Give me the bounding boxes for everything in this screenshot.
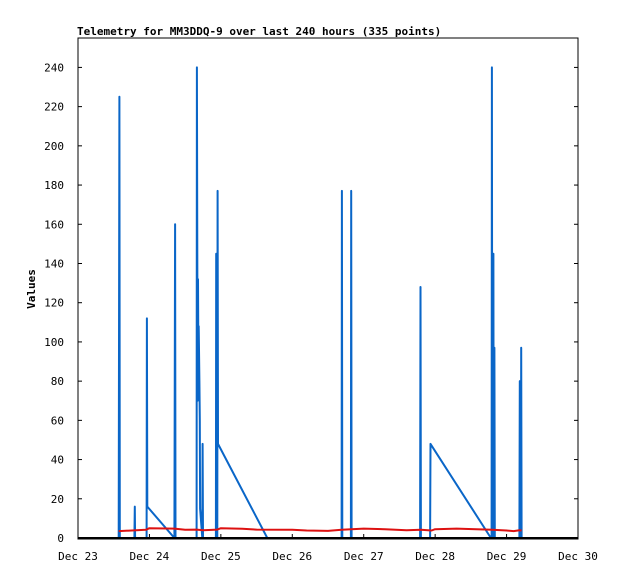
x-tick-label: Dec 28 — [415, 550, 455, 563]
x-tick-label: Dec 27 — [344, 550, 384, 563]
x-tick-label: Dec 29 — [487, 550, 527, 563]
series-line-red — [118, 527, 522, 533]
y-tick-label: 140 — [44, 257, 64, 270]
y-tick-label: 0 — [57, 532, 64, 545]
x-tick-label: Dec 24 — [130, 550, 170, 563]
series-line-blue — [117, 66, 523, 539]
y-axis-ticks: 0 20 40 60 80 100 120 140 160 180 200 220 240 — [44, 61, 578, 545]
series-layer — [117, 66, 523, 539]
x-tick-label: Dec 26 — [272, 550, 312, 563]
chart-title: Telemetry for MM3DDQ-9 over last 240 hou… — [77, 25, 441, 38]
y-tick-label: 220 — [44, 101, 64, 114]
x-axis-ticks: Dec 23 Dec 24 Dec 25 Dec 26 Dec 27 Dec 28 Dec … — [58, 534, 598, 563]
x-tick-label: Dec 30 — [558, 550, 598, 563]
y-tick-label: 100 — [44, 336, 64, 349]
y-tick-label: 180 — [44, 179, 64, 192]
y-tick-label: 40 — [51, 454, 64, 467]
y-tick-label: 20 — [51, 493, 64, 506]
y-tick-label: 240 — [44, 61, 64, 74]
x-tick-label: Dec 23 — [58, 550, 98, 563]
y-tick-label: 160 — [44, 218, 64, 231]
y-tick-label: 80 — [51, 375, 64, 388]
y-tick-label: 120 — [44, 297, 64, 310]
plot-frame — [77, 37, 579, 540]
y-tick-label: 200 — [44, 140, 64, 153]
x-tick-label: Dec 25 — [201, 550, 241, 563]
y-tick-label: 60 — [51, 414, 64, 427]
y-axis-label: Values — [25, 269, 38, 309]
